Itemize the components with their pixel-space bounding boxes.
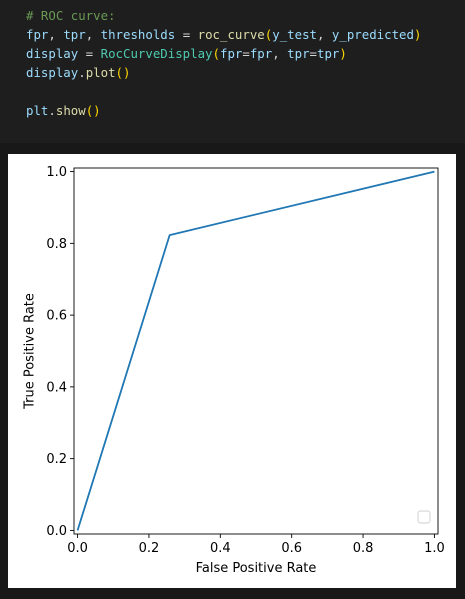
code-line: display = RocCurveDisplay(fpr=fpr, tpr=t…: [26, 44, 421, 63]
y-tick-label: 0.0: [46, 524, 67, 539]
x-tick-label: 0.0: [67, 541, 88, 556]
x-axis-label: False Positive Rate: [196, 561, 317, 576]
code-line: fpr, tpr, thresholds = roc_curve(y_test,…: [26, 25, 421, 44]
code-token: tpr: [287, 46, 310, 61]
code-token: RocCurveDisplay: [100, 46, 213, 61]
code-token: y_test: [272, 27, 317, 42]
code-token: ,: [317, 27, 332, 42]
roc-figure: 0.0 0.2 0.4 0.6 0.8 1.0 0.0 0.2 0.4 0.6 0.8 1.0 Fal…: [8, 154, 456, 588]
code-token: (: [212, 46, 220, 61]
cell-output: 0.0 0.2 0.4 0.6 0.8 1.0 0.0 0.2 0.4 0.6 0.8 1.0 Fal…: [0, 143, 465, 599]
y-tick-label: 0.8: [46, 237, 67, 252]
code-line: # ROC curve:: [26, 6, 421, 25]
code-token: tpr: [63, 27, 86, 42]
code-token: fpr: [249, 46, 273, 61]
roc-curve-line: [76, 170, 435, 531]
code-token: display: [26, 46, 79, 61]
code-line: [26, 82, 421, 101]
code-token: tpr: [317, 46, 340, 61]
code-cell[interactable]: # ROC curve: fpr, tpr, thresholds = roc_c…: [0, 0, 465, 144]
code-token: ,: [85, 27, 101, 42]
code-token: ,: [48, 27, 64, 42]
code-token: =: [309, 46, 318, 61]
code-token: y_predicted: [331, 27, 414, 42]
code-token: fpr: [26, 27, 49, 42]
code-token: (): [115, 65, 131, 80]
code-line: plt.show(): [26, 101, 421, 120]
code-token: show: [55, 103, 86, 118]
code-token: =: [242, 46, 250, 61]
x-tick-label: 0.6: [281, 541, 302, 556]
code-token: .: [48, 103, 56, 118]
code-token: fpr: [219, 46, 243, 61]
code-token: roc_curve: [197, 27, 265, 42]
x-tick-label: 0.2: [139, 541, 160, 556]
code-token: plot: [85, 65, 116, 80]
legend-box: [417, 510, 431, 524]
code-token: =: [78, 46, 101, 61]
code-token: display: [26, 65, 79, 80]
code-token: thresholds: [100, 27, 176, 42]
y-tick-label: 1.0: [46, 165, 67, 180]
axes-frame: [73, 167, 439, 535]
y-tick-label: 0.4: [46, 380, 67, 395]
y-axis-label: True Positive Rate: [23, 293, 38, 410]
code-token: plt: [26, 103, 49, 118]
code-line: display.plot(): [26, 63, 421, 82]
x-tick-label: 1.0: [424, 541, 445, 556]
code-token: (): [85, 103, 101, 118]
code-token: # ROC curve:: [26, 8, 116, 23]
code-token: ): [413, 27, 422, 42]
code-token: (: [264, 27, 273, 42]
y-tick-label: 0.2: [46, 452, 67, 467]
x-tick-label: 0.8: [353, 541, 374, 556]
x-tick-label: 0.4: [210, 541, 231, 556]
code-editor[interactable]: # ROC curve: fpr, tpr, thresholds = roc_c…: [26, 6, 421, 120]
code-token: ): [339, 46, 347, 61]
y-tick-label: 0.6: [46, 309, 67, 324]
code-token: ,: [272, 46, 288, 61]
code-token: =: [175, 27, 198, 42]
roc-curve-chart: 0.0 0.2 0.4 0.6 0.8 1.0 0.0 0.2 0.4 0.6 0.8 1.0 Fal…: [23, 165, 445, 576]
code-token: .: [78, 65, 86, 80]
